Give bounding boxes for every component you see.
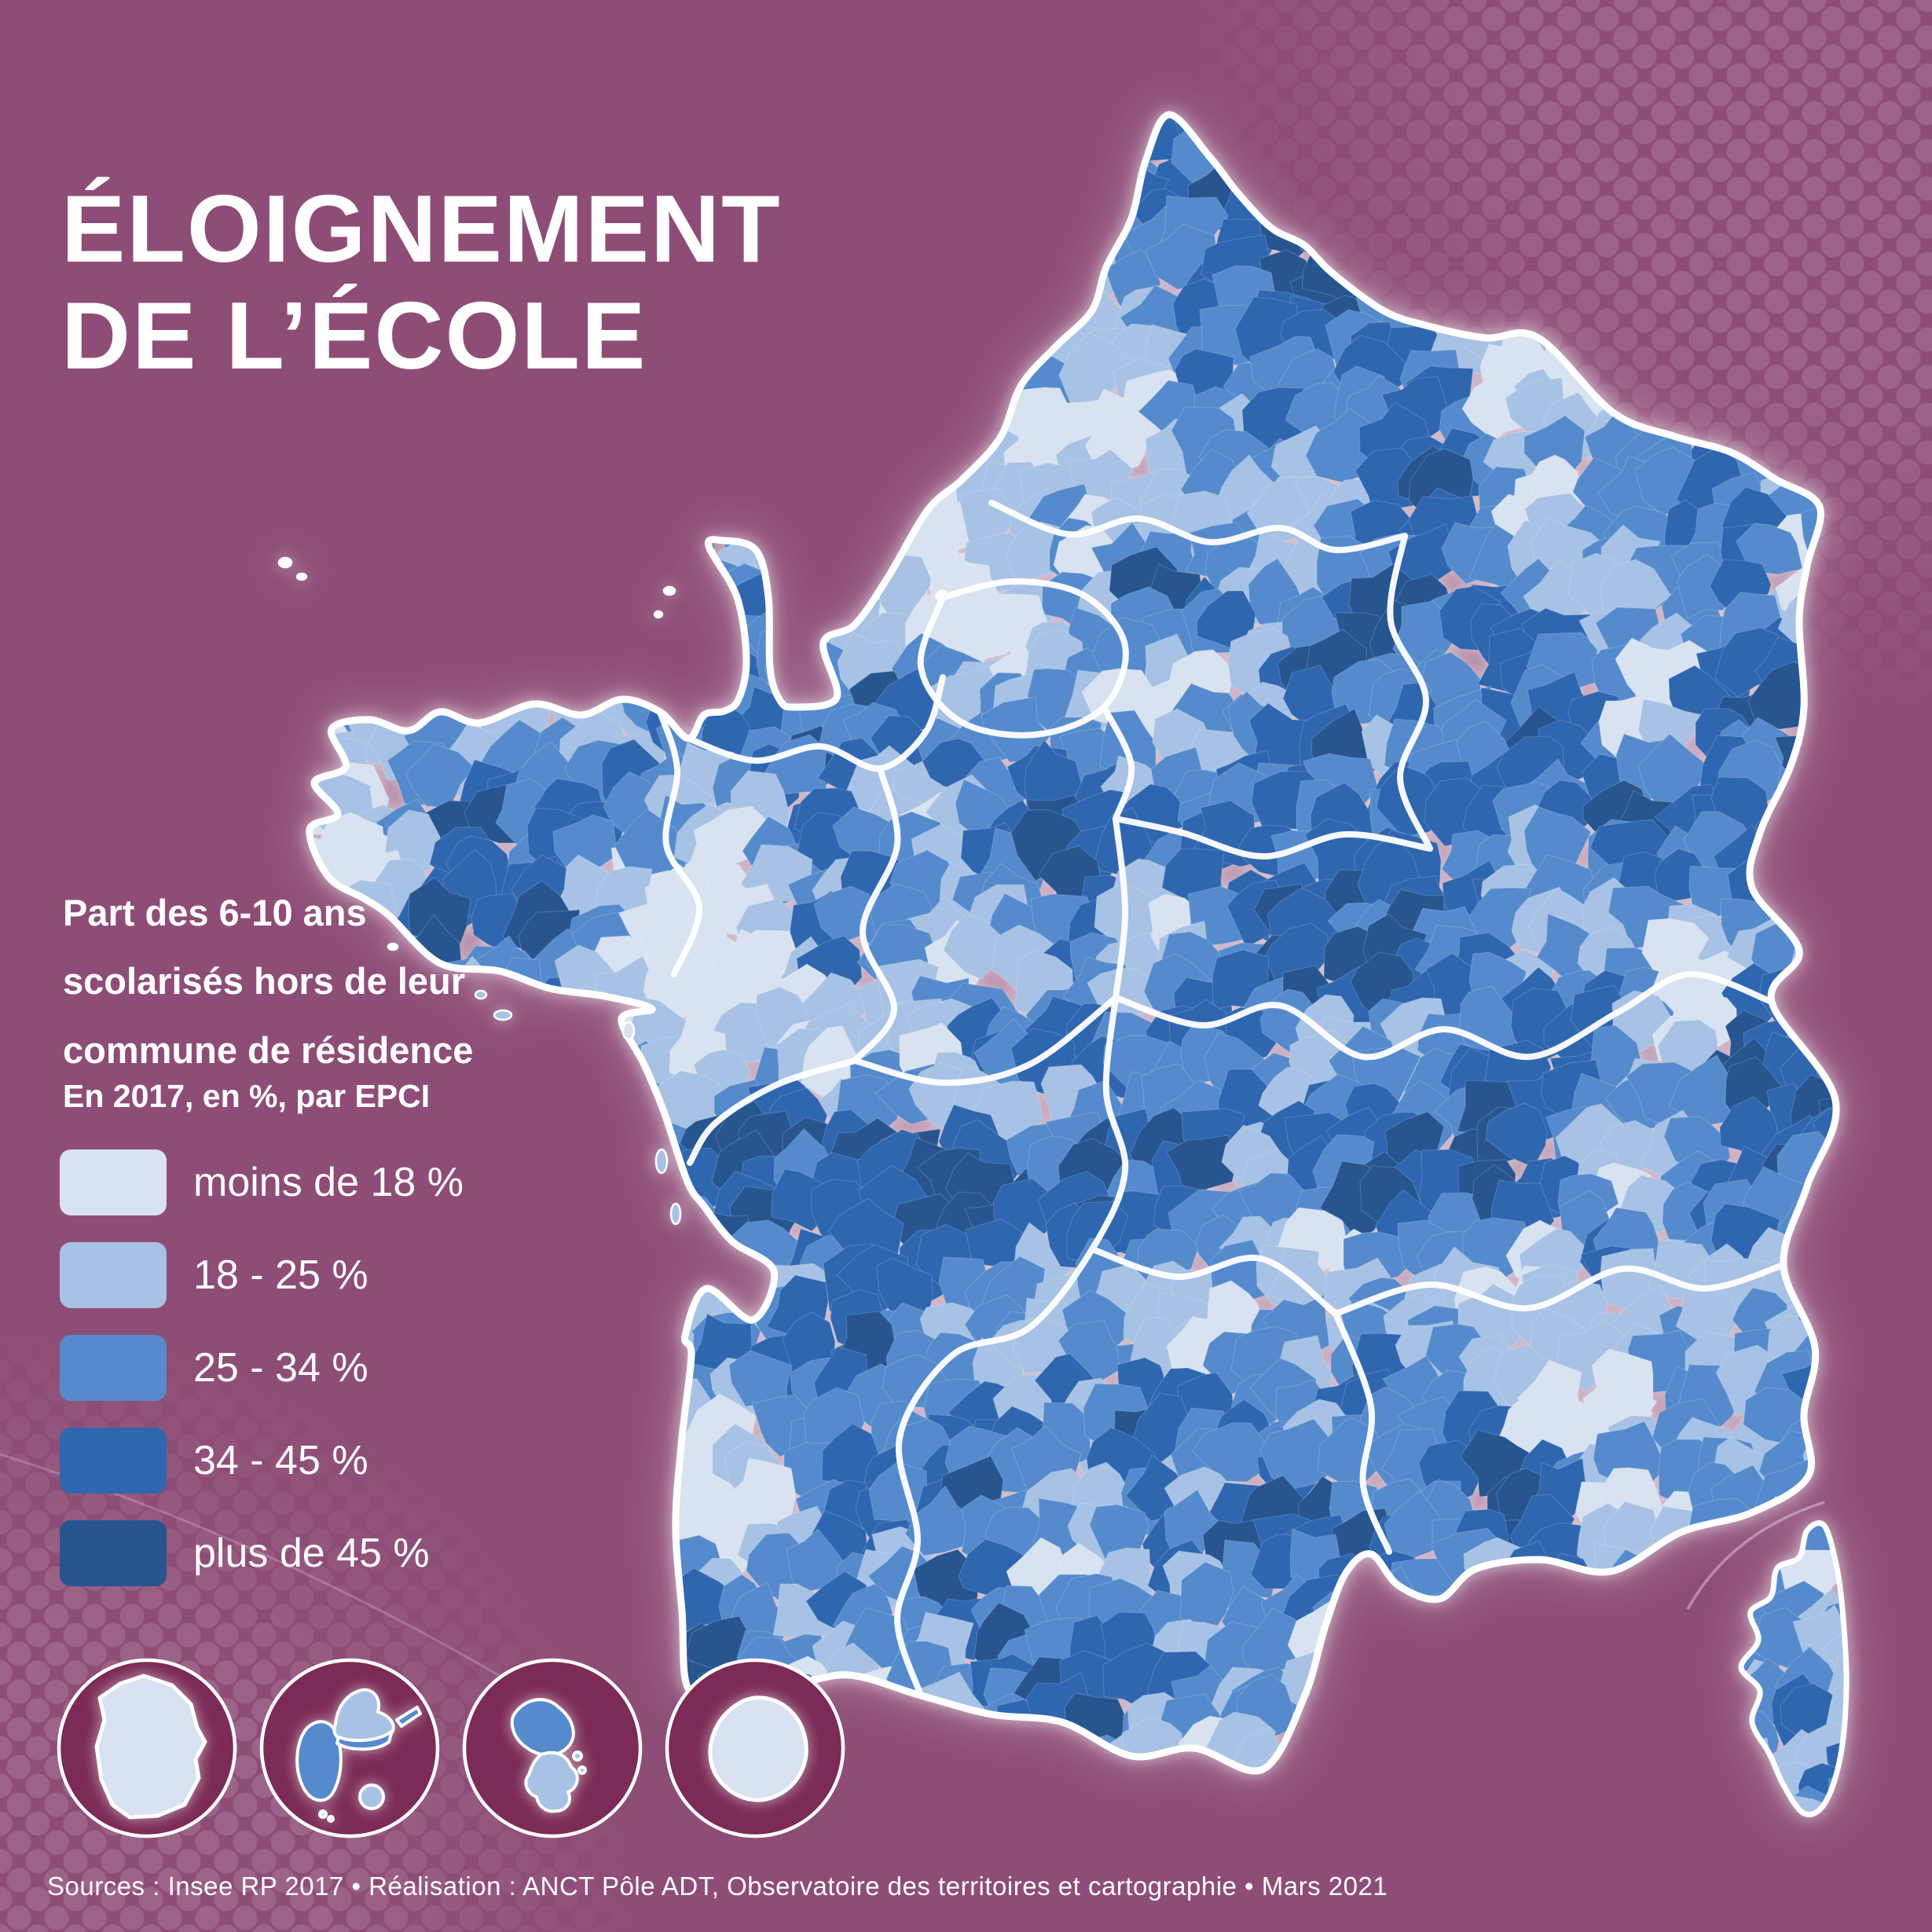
legend-item: plus de 45 %	[60, 1520, 464, 1586]
legend-label: 34 - 45 %	[193, 1438, 368, 1483]
coastal-islets	[277, 556, 682, 1226]
reunion-shape	[708, 1696, 808, 1802]
subtitle-line-1: Part des 6-10 ans	[63, 892, 367, 933]
inset-martinique	[458, 1654, 647, 1842]
study-note: En 2017, en %, par EPCI	[63, 1078, 431, 1114]
legend-swatch-over-45	[60, 1520, 167, 1586]
title-line-1: ÉLOIGNEMENT	[61, 174, 782, 282]
legend-label: plus de 45 %	[193, 1531, 430, 1576]
legend-swatch-25-34	[60, 1335, 167, 1401]
mainland-coastline	[306, 111, 1840, 1775]
inset-guadeloupe	[255, 1654, 444, 1842]
legend-item: 25 - 34 %	[60, 1335, 464, 1401]
inset-guyane	[53, 1654, 241, 1842]
legend-swatch-34-45	[60, 1428, 167, 1494]
legend-item: 18 - 25 %	[60, 1242, 464, 1308]
legend-swatch-under-18	[60, 1149, 167, 1215]
legend-swatch-18-25	[60, 1242, 167, 1308]
corsica-coastline	[1738, 1520, 1850, 1817]
legend-label: moins de 18 %	[193, 1160, 464, 1205]
page-title: ÉLOIGNEMENT DE L’ÉCOLE	[61, 181, 782, 394]
guadeloupe-shape	[295, 1688, 422, 1823]
decorative-arc-corsica	[1686, 1501, 1825, 1610]
inset-reunion	[661, 1654, 849, 1842]
legend-label: 25 - 34 %	[193, 1345, 368, 1391]
map-legend: moins de 18 % 18 - 25 % 25 - 34 % 34 - 4…	[60, 1149, 464, 1613]
legend-item: 34 - 45 %	[60, 1428, 464, 1494]
map-subtitle: Part des 6-10 ans scolarisés hors de leur…	[63, 878, 473, 1084]
martinique-shape	[510, 1698, 587, 1813]
guyane-shape	[94, 1674, 207, 1820]
legend-label: 18 - 25 %	[193, 1252, 368, 1298]
legend-item: moins de 18 %	[60, 1149, 464, 1215]
subtitle-line-3: commune de résidence	[63, 1028, 474, 1071]
subtitle-line-2: scolarisés hors de leur	[63, 960, 466, 1003]
region-borders	[657, 500, 1787, 1699]
title-line-2: DE L’ÉCOLE	[61, 281, 647, 389]
source-credit: Sources : Insee RP 2017 • Réalisation : …	[47, 1872, 1388, 1901]
